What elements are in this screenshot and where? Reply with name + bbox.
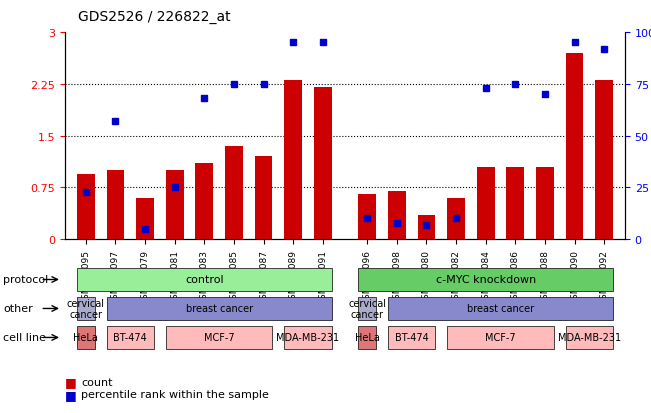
Text: breast cancer: breast cancer [186, 304, 253, 314]
Bar [506, 167, 524, 240]
Text: MCF-7: MCF-7 [204, 332, 234, 343]
Text: HeLa: HeLa [355, 332, 380, 343]
Text: MDA-MB-231: MDA-MB-231 [277, 332, 340, 343]
Bar [358, 195, 376, 240]
Text: cervical
cancer: cervical cancer [348, 298, 386, 320]
Text: HeLa: HeLa [74, 332, 98, 343]
Text: cell line: cell line [3, 332, 46, 343]
Bar [195, 164, 214, 240]
Bar [536, 167, 554, 240]
Text: ■: ■ [65, 375, 77, 389]
Text: MCF-7: MCF-7 [485, 332, 516, 343]
Text: cervical
cancer: cervical cancer [67, 298, 105, 320]
Bar [225, 147, 243, 240]
Bar [314, 88, 332, 240]
Text: GDS2526 / 226822_at: GDS2526 / 226822_at [78, 10, 230, 24]
Text: MDA-MB-231: MDA-MB-231 [558, 332, 621, 343]
Bar [477, 167, 495, 240]
Bar [107, 171, 124, 240]
Bar [566, 54, 583, 240]
Text: BT-474: BT-474 [395, 332, 428, 343]
Text: ■: ■ [65, 388, 77, 401]
Text: control: control [185, 275, 224, 285]
Text: c-MYC knockdown: c-MYC knockdown [436, 275, 536, 285]
Text: BT-474: BT-474 [113, 332, 147, 343]
Text: breast cancer: breast cancer [467, 304, 534, 314]
Text: protocol: protocol [3, 275, 49, 285]
Bar [166, 171, 184, 240]
Bar [255, 157, 273, 240]
Text: percentile rank within the sample: percentile rank within the sample [81, 389, 270, 399]
Bar [136, 198, 154, 240]
Bar [284, 81, 302, 240]
Text: count: count [81, 377, 113, 387]
Bar [595, 81, 613, 240]
Bar [77, 174, 95, 240]
Text: other: other [3, 304, 33, 314]
Bar [447, 198, 465, 240]
Bar [417, 216, 436, 240]
Bar [388, 191, 406, 240]
